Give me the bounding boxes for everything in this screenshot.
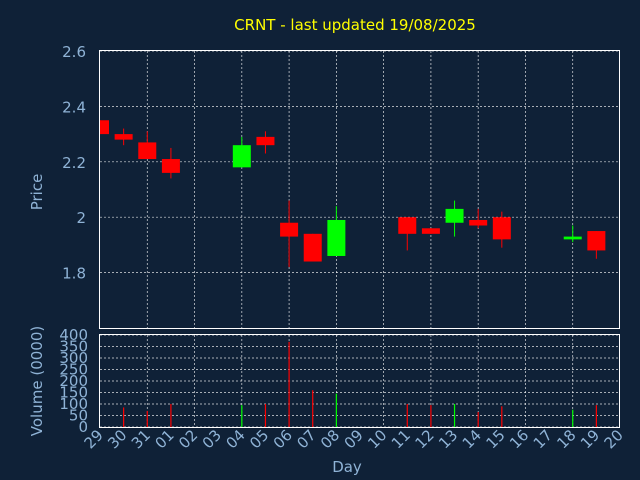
volume-y-tick-label: 250 — [59, 361, 88, 379]
volume-y-tick-label: 200 — [59, 372, 88, 390]
volume-y-tick-label: 50 — [69, 407, 88, 425]
candle — [280, 200, 299, 268]
x-tick-label: 06 — [270, 426, 296, 452]
price-y-tick-labels: 1.8 2 2.2 2.4 2.6 — [62, 43, 86, 283]
volume-y-tick-label: 350 — [59, 338, 88, 356]
x-tick-label: 02 — [175, 426, 201, 452]
price-grid — [100, 50, 620, 328]
x-tick-labels: 2930310102030405060708091011121314151617… — [81, 426, 627, 452]
price-y-tick-label: 2.4 — [62, 98, 86, 116]
candle-body — [232, 145, 251, 168]
x-tick-label: 04 — [222, 426, 248, 452]
candle — [587, 231, 606, 259]
candle-body — [280, 222, 299, 237]
candle — [327, 206, 346, 256]
x-tick-label: 13 — [435, 426, 461, 452]
candle-body — [445, 208, 464, 223]
x-tick-label: 19 — [577, 426, 603, 452]
candle — [232, 136, 251, 168]
volume-bars — [123, 341, 597, 427]
candles — [99, 120, 606, 268]
candle-body — [587, 231, 606, 251]
x-tick-label: 09 — [341, 426, 367, 452]
chart-title: CRNT - last updated 19/08/2025 — [234, 16, 476, 34]
candle-body — [100, 120, 109, 135]
candle — [492, 211, 511, 248]
x-tick-label: 07 — [293, 426, 319, 452]
candle — [303, 233, 322, 262]
volume-y-tick-label: 100 — [59, 395, 88, 413]
x-tick-label: 05 — [246, 426, 272, 452]
x-tick-label: 20 — [601, 426, 627, 452]
price-y-tick-label: 2 — [76, 209, 86, 227]
candle-body — [114, 134, 133, 140]
x-tick-label: 03 — [199, 426, 225, 452]
x-tick-label: 15 — [482, 426, 508, 452]
candle-body — [469, 219, 488, 226]
x-tick-label: 16 — [506, 426, 532, 452]
candle-body — [138, 142, 157, 160]
candle-body — [327, 219, 346, 256]
volume-axis-label: Volume (0000) — [28, 326, 46, 436]
x-axis-label: Day — [332, 458, 362, 476]
volume-y-tick-label: 400 — [59, 326, 88, 344]
candle — [256, 131, 275, 154]
x-tick-label: 01 — [152, 426, 178, 452]
candle — [161, 147, 180, 179]
candle-body — [303, 233, 322, 262]
price-y-tick-label: 1.8 — [62, 265, 86, 283]
price-y-tick-label: 2.2 — [62, 154, 86, 172]
x-tick-label: 11 — [388, 426, 414, 452]
candle-body — [563, 236, 582, 240]
x-tick-label: 30 — [104, 426, 130, 452]
candle-body — [421, 228, 440, 234]
candle — [114, 128, 133, 146]
candle — [99, 120, 109, 135]
candle-body — [256, 136, 275, 146]
x-tick-label: 12 — [412, 426, 438, 452]
x-tick-label: 18 — [553, 426, 579, 452]
volume-grid — [100, 334, 620, 428]
candle — [421, 228, 440, 234]
candle — [563, 225, 582, 243]
x-tick-label: 10 — [364, 426, 390, 452]
volume-y-tick-label: 0 — [78, 418, 88, 436]
x-tick-label: 17 — [530, 426, 556, 452]
candle — [398, 217, 417, 251]
x-tick-label: 14 — [459, 426, 485, 452]
candle-body — [492, 217, 511, 240]
volume-y-tick-label: 150 — [59, 384, 88, 402]
price-y-tick-label: 2.6 — [62, 43, 86, 61]
volume-y-tick-label: 300 — [59, 349, 88, 367]
price-plot-frame — [99, 50, 620, 329]
x-tick-label: 31 — [128, 426, 154, 452]
price-axis-label: Price — [28, 174, 46, 211]
candle — [138, 131, 157, 160]
candle — [445, 200, 464, 237]
volume-plot-frame — [99, 334, 620, 428]
candle-body — [398, 217, 417, 234]
candle — [469, 208, 488, 229]
x-tick-label: 08 — [317, 426, 343, 452]
candle-body — [161, 159, 180, 173]
